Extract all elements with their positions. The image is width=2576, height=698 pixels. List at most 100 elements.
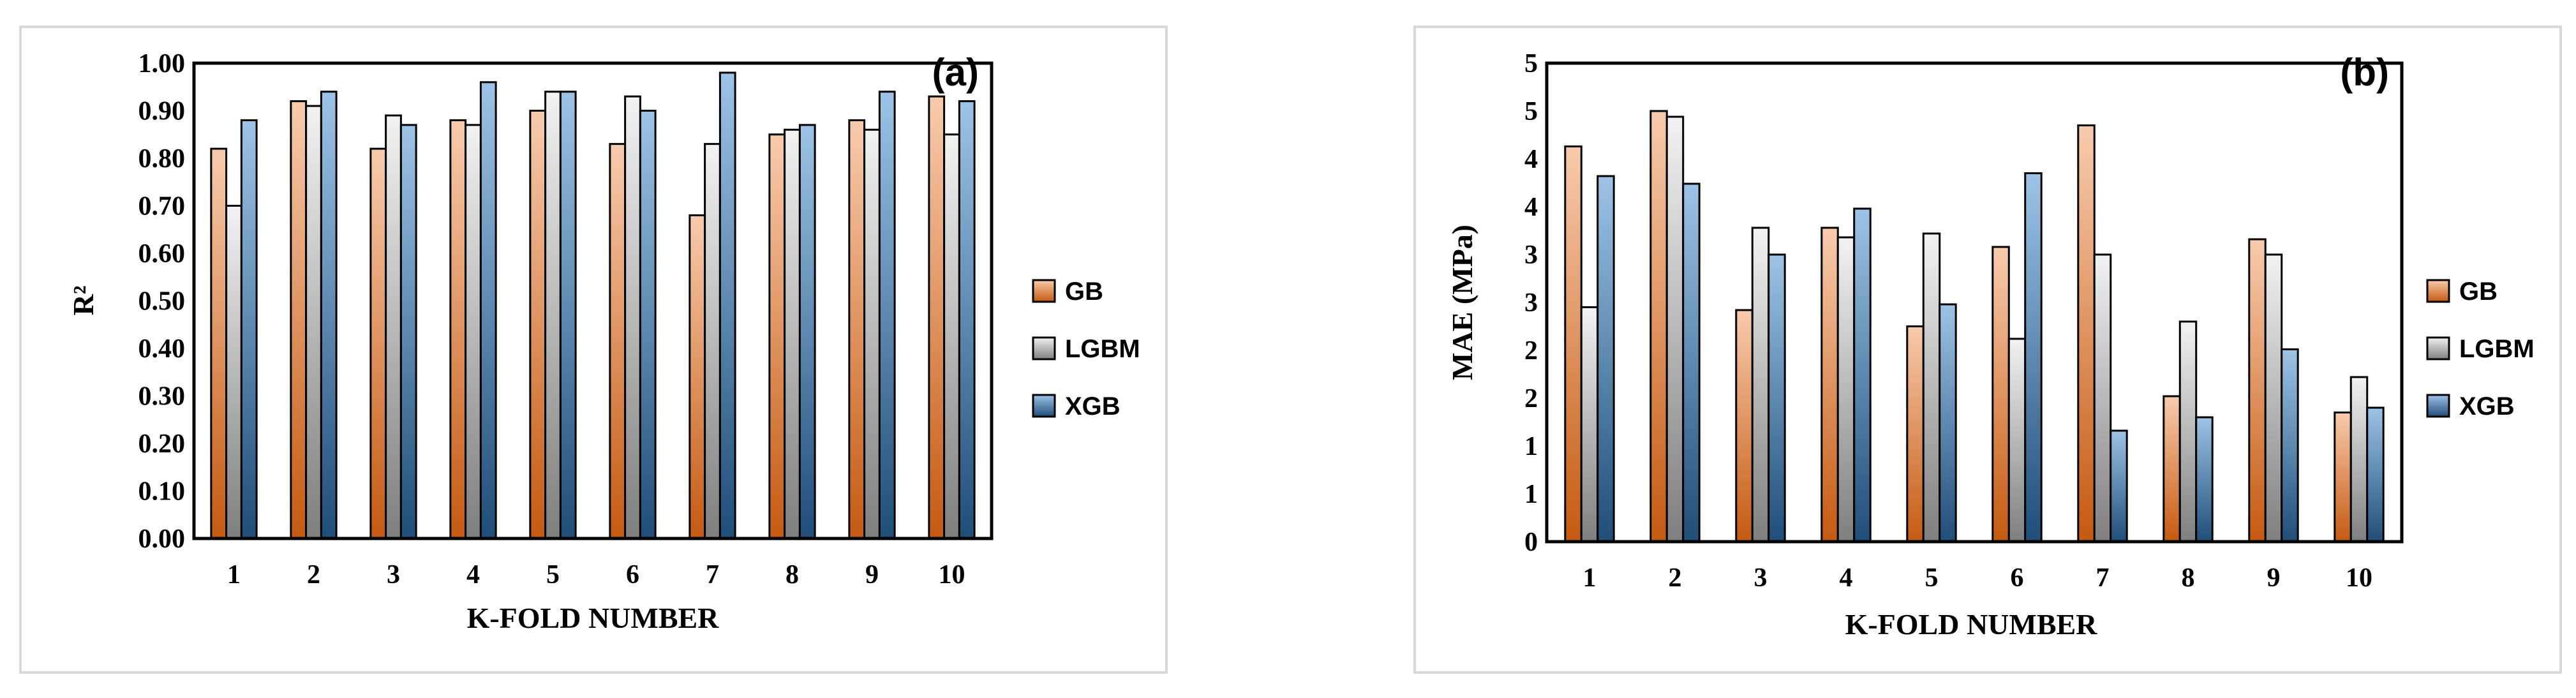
bar-gb-fold-3 — [369, 147, 387, 540]
bar-gb-fold-8 — [2163, 395, 2181, 543]
y-tick-label: 0.60 — [138, 239, 186, 269]
y-tick-label: 0.70 — [138, 192, 186, 221]
bar-lgbm-fold-1 — [1580, 306, 1599, 543]
bar-gb-fold-4 — [1820, 226, 1839, 543]
bar-xgb-fold-3 — [399, 124, 417, 540]
bar-xgb-fold-4 — [1853, 207, 1872, 543]
x-tick-label: 8 — [785, 560, 799, 590]
y-tick-label: 1 — [1524, 432, 1538, 461]
bar-xgb-fold-5 — [559, 91, 577, 540]
y-tick-label: 0 — [1524, 528, 1538, 557]
x-tick-label: 6 — [626, 560, 639, 590]
x-tick-label: 5 — [546, 560, 560, 590]
panel-label: (b) — [2340, 51, 2389, 94]
legend-label-lgbm: LGBM — [2459, 335, 2535, 363]
bar-gb-fold-5 — [529, 110, 547, 540]
legend-swatch-xgb — [2426, 394, 2450, 418]
bar-xgb-fold-9 — [878, 91, 896, 540]
bar-lgbm-fold-4 — [465, 124, 482, 540]
bar-xgb-fold-2 — [1682, 182, 1701, 543]
bar-lgbm-fold-3 — [1751, 226, 1770, 543]
y-tick-label: 0.80 — [138, 144, 186, 174]
x-tick-label: 3 — [1754, 563, 1768, 593]
plot-area-frame — [192, 61, 994, 540]
bar-lgbm-fold-5 — [1922, 232, 1941, 543]
legend-swatch-gb — [2426, 279, 2450, 303]
bar-lgbm-fold-6 — [624, 95, 641, 540]
bar-lgbm-fold-7 — [704, 143, 721, 540]
panel-label: (a) — [932, 51, 979, 94]
bar-xgb-fold-5 — [1939, 303, 1957, 543]
x-tick-label: 2 — [307, 560, 320, 590]
x-tick-label: 4 — [466, 560, 480, 590]
bar-gb-fold-1 — [1564, 145, 1582, 543]
y-tick-label: 0.50 — [138, 287, 186, 316]
y-tick-label: 3 — [1524, 241, 1538, 270]
legend-label-xgb: XGB — [2459, 392, 2515, 420]
x-tick-label: 7 — [706, 560, 719, 590]
x-tick-label: 2 — [1669, 563, 1682, 593]
x-tick-label: 9 — [2267, 563, 2281, 593]
x-tick-label: 10 — [939, 560, 965, 590]
bar-xgb-fold-1 — [240, 119, 258, 540]
y-tick-label: 5 — [1524, 49, 1538, 78]
legend-swatch-lgbm — [2426, 336, 2450, 360]
x-axis-title: K-FOLD NUMBER — [1845, 608, 2098, 641]
bar-lgbm-fold-9 — [863, 128, 881, 540]
x-tick-label: 10 — [2346, 563, 2372, 593]
bar-gb-fold-5 — [1906, 325, 1925, 543]
bar-lgbm-fold-1 — [225, 205, 242, 540]
legend-label-lgbm: LGBM — [1065, 335, 1140, 363]
bar-gb-fold-10 — [928, 95, 946, 540]
bar-xgb-fold-9 — [2281, 348, 2299, 543]
bar-gb-fold-7 — [689, 214, 706, 540]
bar-lgbm-fold-7 — [2093, 253, 2112, 543]
y-tick-label: 3 — [1524, 288, 1538, 318]
legend-label-xgb: XGB — [1065, 392, 1120, 420]
bar-xgb-fold-7 — [2110, 429, 2128, 543]
x-tick-label: 7 — [2096, 563, 2110, 593]
bar-xgb-fold-8 — [2195, 416, 2214, 543]
y-tick-label: 0.90 — [138, 97, 186, 126]
x-tick-label: 3 — [387, 560, 400, 590]
bar-gb-fold-3 — [1735, 309, 1753, 543]
y-tick-label: 2 — [1524, 336, 1538, 366]
bar-lgbm-fold-10 — [943, 133, 960, 540]
bar-gb-fold-7 — [2077, 124, 2096, 543]
bar-gb-fold-2 — [290, 100, 308, 540]
y-tick-label: 4 — [1524, 193, 1538, 222]
bar-gb-fold-6 — [1992, 246, 2010, 543]
bar-gb-fold-8 — [768, 133, 786, 540]
chart-a-svg: 0.00 0.10 0.20 0.30 0.40 0.50 0.60 0.70 0.80 0.90… — [67, 49, 1140, 634]
y-tick-label: 0.40 — [138, 334, 186, 364]
plot-area-frame — [1545, 61, 2404, 544]
bar-gb-fold-9 — [848, 119, 866, 540]
legend-swatch-xgb — [1032, 394, 1056, 418]
x-tick-label: 5 — [1925, 563, 1939, 593]
bar-lgbm-fold-5 — [544, 91, 562, 540]
x-axis-title: K-FOLD NUMBER — [467, 602, 720, 634]
x-tick-label: 6 — [2011, 563, 2024, 593]
legend-swatch-gb — [1032, 279, 1056, 303]
y-tick-label: 1 — [1524, 480, 1538, 509]
x-tick-label: 1 — [1583, 563, 1597, 593]
bar-gb-fold-1 — [210, 147, 228, 540]
chart-panel-a: 0.00 0.10 0.20 0.30 0.40 0.50 0.60 0.70 0.80 0.90… — [19, 26, 1168, 674]
y-tick-label: 0.10 — [138, 477, 186, 507]
legend-label-gb: GB — [2459, 278, 2498, 306]
y-axis-title: R² — [67, 285, 100, 315]
legend-label-gb: GB — [1065, 278, 1103, 306]
legend-swatch-lgbm — [1032, 336, 1056, 360]
bar-lgbm-fold-8 — [2178, 320, 2198, 543]
bar-xgb-fold-4 — [479, 81, 497, 540]
chart-panel-b: 0 1 1 2 2 3 3 4 4 5 5 1 2 3 4 5 6 7 8 9 10 K-FOLD NUMBER MA… — [1413, 26, 2562, 674]
x-tick-label: 9 — [865, 560, 879, 590]
bar-xgb-fold-3 — [1768, 253, 1786, 543]
bar-lgbm-fold-2 — [305, 105, 322, 540]
bar-gb-fold-9 — [2248, 238, 2267, 543]
bar-gb-fold-6 — [609, 143, 627, 540]
bar-lgbm-fold-6 — [2007, 338, 2027, 543]
y-tick-label: 0.20 — [138, 429, 186, 459]
y-tick-label: 0.00 — [138, 524, 186, 554]
bar-xgb-fold-10 — [2366, 406, 2385, 543]
